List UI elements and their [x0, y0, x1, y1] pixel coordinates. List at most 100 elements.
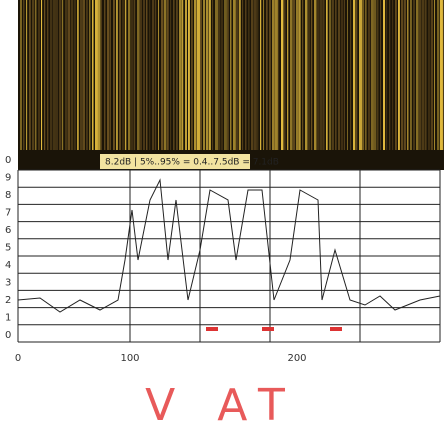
stripe	[89, 0, 91, 150]
stripe	[263, 0, 265, 150]
stripe	[221, 0, 224, 150]
stripe	[371, 0, 374, 150]
stripe	[32, 0, 35, 150]
stripe	[305, 0, 308, 150]
stripe	[281, 0, 284, 150]
stripe	[407, 0, 409, 150]
stripe	[437, 0, 440, 150]
stripe	[29, 0, 31, 150]
stripe	[92, 0, 94, 150]
spectrogram-label: 8.2dB | 5%..95% = 0.4..7.5dB = 7.1dB	[105, 158, 279, 168]
stripe	[365, 0, 367, 150]
stripe	[380, 0, 382, 150]
stripe	[20, 0, 22, 150]
stripe	[431, 0, 433, 150]
stripe	[404, 0, 406, 150]
stripe	[35, 0, 37, 150]
stripe	[206, 0, 209, 150]
stripe	[386, 0, 388, 150]
stripe	[50, 0, 53, 150]
stripe	[356, 0, 358, 150]
stripe	[173, 0, 175, 150]
stripe	[137, 0, 140, 150]
stripe	[425, 0, 427, 150]
stripe	[302, 0, 304, 150]
stripe	[269, 0, 271, 150]
trace	[17, 178, 441, 313]
stripe	[125, 0, 127, 150]
stripe	[314, 0, 317, 150]
y-labels: 0 9 8 7 6 5 4 3 2 1 0	[5, 155, 11, 341]
stripe	[266, 0, 268, 150]
stripe	[26, 0, 28, 150]
y-label: 1	[5, 313, 11, 324]
stripe	[338, 0, 341, 150]
stripe	[83, 0, 85, 150]
stripe	[203, 0, 206, 150]
stripe	[209, 0, 211, 150]
watermark: V AT	[145, 380, 299, 431]
stripe	[101, 0, 103, 150]
stripe	[212, 0, 214, 150]
stripe	[392, 0, 394, 150]
stripe	[260, 0, 262, 150]
stripe	[149, 0, 151, 150]
stripe	[428, 0, 431, 150]
y-label: 4	[5, 260, 11, 271]
stripe	[155, 0, 157, 150]
stripe	[323, 0, 325, 150]
stripe	[71, 0, 74, 150]
y-label: 0	[5, 155, 11, 166]
stripe	[131, 0, 134, 150]
stripe	[38, 0, 41, 150]
label-bg	[100, 154, 250, 169]
stripe	[335, 0, 337, 150]
stripe	[113, 0, 115, 150]
stripe	[242, 0, 244, 150]
stripe	[59, 0, 62, 150]
stripe	[332, 0, 334, 150]
stripe	[350, 0, 352, 150]
stripe	[275, 0, 278, 150]
stripe	[200, 0, 202, 150]
x-label: 100	[120, 353, 139, 364]
spectrogram-stripes	[20, 0, 444, 150]
stripe	[170, 0, 172, 150]
stripe	[362, 0, 365, 150]
stripe	[215, 0, 218, 150]
stripe	[368, 0, 371, 150]
stripe	[398, 0, 400, 150]
stripe	[278, 0, 280, 150]
stripe	[374, 0, 377, 150]
stripe	[359, 0, 362, 150]
x-labels: 0 100 200	[15, 353, 307, 364]
stripe	[329, 0, 332, 150]
stripe	[440, 0, 443, 150]
stripe	[86, 0, 88, 150]
stripe	[326, 0, 328, 150]
stripe	[53, 0, 56, 150]
stripe	[194, 0, 197, 150]
stripe	[353, 0, 356, 150]
y-label: 3	[5, 278, 11, 289]
y-label: 7	[5, 208, 11, 219]
stripe	[158, 0, 160, 150]
stripe	[62, 0, 64, 150]
stripe	[41, 0, 43, 150]
stripe	[224, 0, 227, 150]
x-label: 0	[15, 353, 21, 364]
stripe	[128, 0, 131, 150]
y-label: 0	[5, 330, 11, 341]
stripe	[197, 0, 200, 150]
stripe	[119, 0, 121, 150]
stripe	[179, 0, 182, 150]
stripe	[68, 0, 71, 150]
stripe	[98, 0, 101, 150]
stripe	[311, 0, 313, 150]
stripe	[134, 0, 136, 150]
stripe	[320, 0, 323, 150]
markers	[206, 327, 342, 331]
stripe	[284, 0, 286, 150]
stripe	[143, 0, 145, 150]
